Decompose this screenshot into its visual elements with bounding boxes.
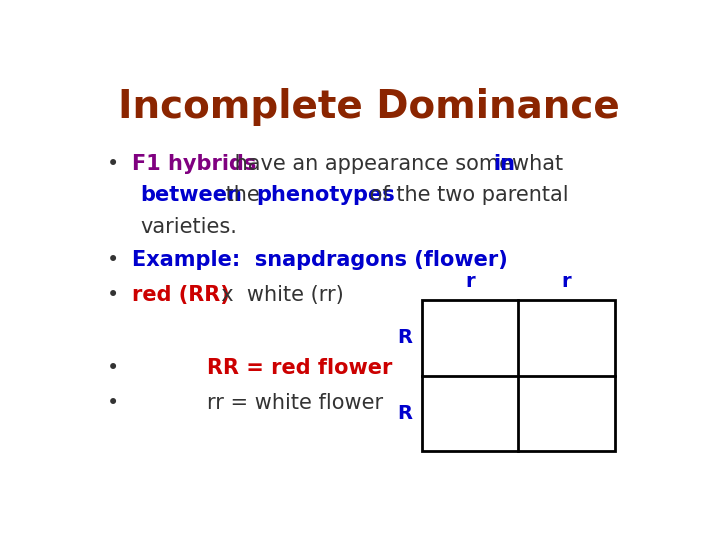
Text: •: • (107, 285, 119, 305)
Text: in: in (493, 154, 515, 174)
Text: RR = red flower: RR = red flower (207, 358, 392, 378)
Text: between: between (140, 185, 242, 205)
Text: R: R (397, 328, 412, 347)
Bar (422, 300, 615, 451)
Text: Example:  snapdragons (flower): Example: snapdragons (flower) (132, 250, 508, 270)
Text: r: r (562, 272, 571, 291)
Text: of the two parental: of the two parental (364, 185, 569, 205)
Text: varieties.: varieties. (140, 217, 237, 237)
Text: •: • (107, 154, 119, 174)
Text: r: r (465, 272, 475, 291)
Text: •: • (107, 393, 119, 413)
Text: the: the (219, 185, 266, 205)
Text: Incomplete Dominance: Incomplete Dominance (118, 87, 620, 126)
Text: red (RR): red (RR) (132, 285, 230, 305)
Text: F1 hybrids: F1 hybrids (132, 154, 256, 174)
Text: •: • (107, 250, 119, 270)
Text: R: R (397, 404, 412, 423)
Text: x  white (rr): x white (rr) (207, 285, 343, 305)
Text: phenotypes: phenotypes (256, 185, 395, 205)
Text: •: • (107, 358, 119, 378)
Text: rr = white flower: rr = white flower (207, 393, 383, 413)
Text: have an appearance somewhat: have an appearance somewhat (228, 154, 570, 174)
